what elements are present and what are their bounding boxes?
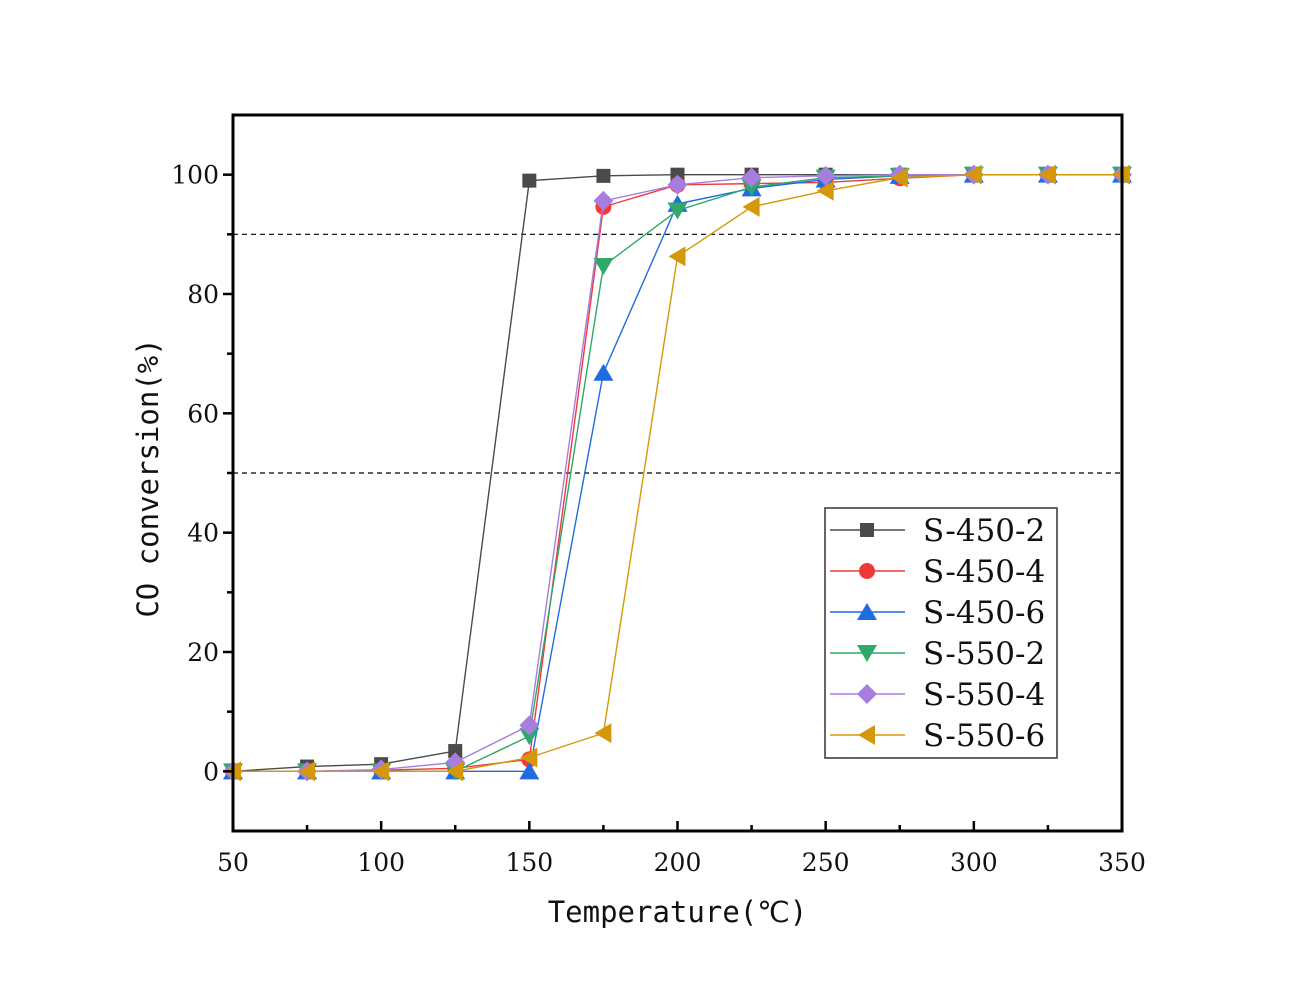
data-point xyxy=(298,761,316,782)
data-point xyxy=(594,723,612,744)
legend-item: S-450-4 xyxy=(830,554,1045,590)
x-tick-label: 150 xyxy=(505,848,553,877)
y-tick-label: 60 xyxy=(187,399,219,428)
data-point xyxy=(741,167,762,188)
y-axis-title: CO conversion(%) xyxy=(131,338,165,617)
data-point xyxy=(816,180,834,201)
legend-label: S-450-2 xyxy=(923,513,1045,549)
legend-item: S-450-2 xyxy=(830,513,1045,549)
data-point xyxy=(520,747,538,768)
series-S-550-6 xyxy=(224,164,1130,782)
x-axis: 50 100 150 200 250 300 350 xyxy=(217,821,1146,877)
legend-marker xyxy=(858,725,875,745)
data-point xyxy=(667,202,688,220)
y-tick-label: 0 xyxy=(203,757,219,786)
legend-item: S-550-6 xyxy=(830,718,1045,754)
data-point xyxy=(815,165,836,186)
legend-item: S-550-4 xyxy=(830,677,1045,713)
legend-item: S-450-6 xyxy=(830,595,1045,631)
x-tick-label: 350 xyxy=(1098,848,1146,877)
legend-marker xyxy=(860,523,874,537)
data-point xyxy=(596,168,611,183)
legend-item: S-550-2 xyxy=(830,636,1045,672)
legend-marker xyxy=(857,684,877,704)
x-axis-title: Temperature(℃) xyxy=(548,895,808,929)
data-point xyxy=(890,167,908,188)
data-point xyxy=(519,715,540,736)
legend-box xyxy=(824,507,1058,759)
data-point xyxy=(668,246,686,267)
legend-marker xyxy=(857,645,877,662)
data-point xyxy=(519,728,540,746)
data-point xyxy=(593,190,614,211)
x-tick-label: 100 xyxy=(357,848,405,877)
data-point xyxy=(742,196,760,217)
legend-label: S-550-4 xyxy=(923,677,1045,713)
x-tick-label: 200 xyxy=(654,848,702,877)
y-tick-label: 80 xyxy=(187,280,219,309)
data-point xyxy=(1038,164,1056,185)
data-point xyxy=(519,762,540,780)
data-point xyxy=(741,179,762,197)
data-point xyxy=(446,761,464,782)
reference-lines xyxy=(233,233,1122,474)
x-tick-label: 300 xyxy=(950,848,998,877)
data-point xyxy=(372,761,390,782)
legend-marker xyxy=(857,603,877,620)
data-point xyxy=(667,174,688,195)
x-tick-label: 250 xyxy=(802,848,850,877)
y-tick-label: 100 xyxy=(171,161,219,190)
legend-label: S-550-6 xyxy=(923,718,1045,754)
data-point xyxy=(593,363,614,381)
data-point xyxy=(522,173,537,188)
legend-label: S-550-2 xyxy=(923,636,1045,672)
legend: S-450-2 S-450-4 S-450-6 S-550-2 S-550-4 S-550… xyxy=(824,507,1058,759)
legend-marker xyxy=(859,563,875,579)
y-tick-label: 20 xyxy=(187,638,219,667)
legend-label: S-450-4 xyxy=(923,554,1045,590)
y-tick-label: 40 xyxy=(187,519,219,548)
y-axis: 0 20 40 60 80 100 xyxy=(171,161,233,786)
legend-label: S-450-6 xyxy=(923,595,1045,631)
x-tick-label: 50 xyxy=(217,848,249,877)
data-point xyxy=(964,164,982,185)
data-point xyxy=(593,257,614,275)
data-point xyxy=(448,744,463,759)
